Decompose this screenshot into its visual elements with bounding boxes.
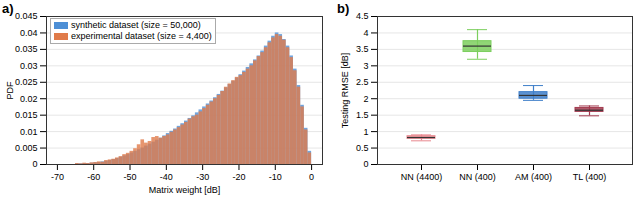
html-text:synthetic dataset (size = 50,0: synthetic dataset (size = 50,000) (71, 20, 201, 30)
svg-text:0.045: 0.045 (15, 11, 38, 21)
html-text:experimental dataset (size = 4: experimental dataset (size = 4,400) (71, 31, 212, 41)
svg-text:4.5: 4.5 (356, 11, 369, 21)
svg-text:-70: -70 (51, 172, 64, 182)
svg-text:-20: -20 (232, 172, 245, 182)
html-text:b): b) (337, 1, 350, 16)
svg-text:4: 4 (363, 28, 368, 38)
svg-text:0.04: 0.04 (20, 28, 38, 38)
svg-text:-60: -60 (87, 172, 100, 182)
svg-text:1: 1 (363, 126, 368, 136)
svg-text:0: 0 (309, 172, 314, 182)
svg-text:0: 0 (363, 159, 368, 169)
svg-text:2.5: 2.5 (356, 77, 369, 87)
html-text:a): a) (2, 1, 14, 16)
svg-text:0.015: 0.015 (15, 110, 38, 120)
svg-text:AM (400): AM (400) (515, 172, 552, 182)
svg-text:0.005: 0.005 (15, 143, 38, 153)
svg-text:1.5: 1.5 (356, 110, 369, 120)
svg-text:0.02: 0.02 (20, 94, 38, 104)
svg-text:PDF: PDF (5, 81, 15, 100)
svg-text:-10: -10 (269, 172, 282, 182)
svg-text:2: 2 (363, 94, 368, 104)
svg-text:NN (400): NN (400) (459, 172, 496, 182)
svg-text:Testing RMSE [dB]: Testing RMSE [dB] (340, 53, 350, 129)
svg-text:NN (4400): NN (4400) (401, 172, 443, 182)
svg-text:-50: -50 (124, 172, 137, 182)
svg-text:0.025: 0.025 (15, 77, 38, 87)
svg-text:TL (400): TL (400) (573, 172, 607, 182)
svg-text:3: 3 (363, 61, 368, 71)
svg-text:0: 0 (32, 159, 37, 169)
svg-text:-40: -40 (160, 172, 173, 182)
svg-text:-30: -30 (196, 172, 209, 182)
svg-text:Matrix weight [dB]: Matrix weight [dB] (149, 185, 221, 195)
svg-text:0.03: 0.03 (20, 61, 38, 71)
svg-text:0.5: 0.5 (356, 143, 369, 153)
svg-text:0.01: 0.01 (20, 126, 38, 136)
svg-text:3.5: 3.5 (356, 44, 369, 54)
svg-text:0.035: 0.035 (15, 44, 38, 54)
